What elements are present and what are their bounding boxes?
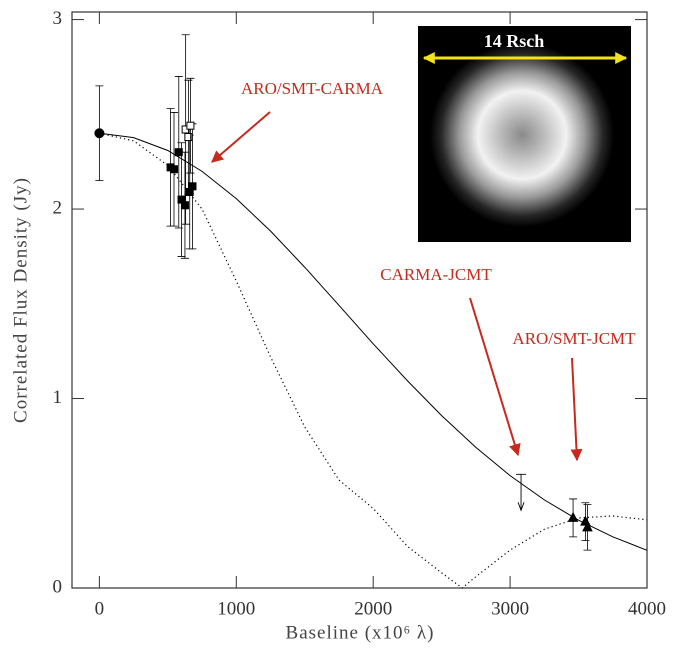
annotation-arrow bbox=[211, 111, 271, 163]
annotation: CARMA-JCMT bbox=[380, 265, 492, 284]
x-tick-label: 3000 bbox=[491, 598, 529, 619]
inset-label: 14 Rsch bbox=[484, 31, 545, 51]
annotation-arrow bbox=[570, 357, 583, 462]
x-tick-label: 4000 bbox=[628, 598, 666, 619]
inset: 14 Rsch bbox=[418, 26, 631, 242]
y-axis-label: Correlated Flux Density (Jy) bbox=[10, 177, 31, 423]
x-tick-label: 2000 bbox=[354, 598, 392, 619]
data-point bbox=[169, 165, 178, 174]
annotation: ARO/SMT-JCMT bbox=[512, 329, 636, 348]
inset-ring bbox=[430, 43, 614, 227]
upper-limit bbox=[516, 473, 527, 512]
y-tick-label: 2 bbox=[53, 197, 63, 218]
y-tick-label: 1 bbox=[53, 387, 63, 408]
data-point bbox=[184, 133, 193, 142]
y-tick-label: 3 bbox=[53, 8, 63, 29]
x-tick-label: 1000 bbox=[217, 598, 255, 619]
x-axis-label: Baseline (x10⁶ λ) bbox=[286, 622, 435, 643]
annotation-arrow bbox=[469, 297, 521, 457]
annotation: ARO/SMT-CARMA bbox=[241, 79, 384, 98]
x-tick-label: 0 bbox=[95, 598, 105, 619]
y-tick-label: 0 bbox=[53, 576, 63, 597]
data-point bbox=[188, 182, 197, 191]
plot-frame bbox=[71, 11, 648, 589]
data-point bbox=[582, 521, 593, 532]
data-point bbox=[186, 121, 195, 130]
data-point bbox=[180, 201, 189, 210]
solid-curve bbox=[99, 132, 648, 551]
